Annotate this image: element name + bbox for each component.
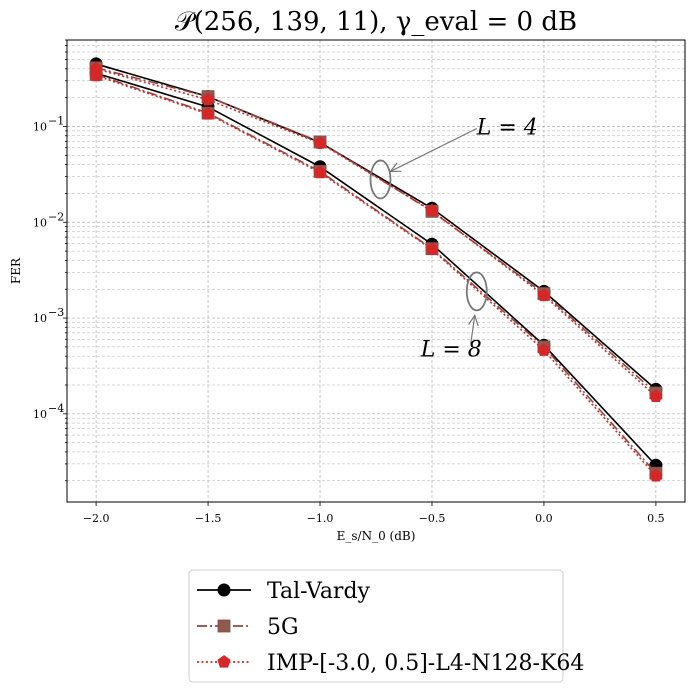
y-tick-label: 10 [33,312,47,325]
data-point [89,68,103,82]
series-line [95,73,657,474]
legend-label: 5G [267,615,299,640]
legend-item: 5G [197,615,299,640]
data-point [537,343,551,356]
series-3 [89,67,663,480]
annotations: L = 4 L = 8 [369,115,538,363]
data-point [649,468,663,482]
series-line [95,63,657,390]
legend-item: Tal-Vardy [197,579,371,604]
data-point [201,92,215,106]
series-line [95,72,657,466]
x-tick-label: 0.0 [535,512,553,525]
legend-marker [217,619,231,633]
annotation-arrowhead [389,162,402,173]
series-line [95,68,657,397]
legend-box [188,569,564,683]
data-point [425,203,439,217]
y-tick-exponent: −2 [48,210,64,223]
y-axis-label: FER [9,257,23,284]
y-tick-label: 10 [33,120,47,133]
x-tick-label: −2.0 [83,512,110,525]
annotation-label: L = 8 [420,338,482,363]
series-4 [89,61,663,402]
legend-marker [217,655,231,668]
plot-frame [66,39,686,503]
data-point [313,136,327,149]
annotation-arrow [390,127,478,172]
series-0 [89,57,663,396]
legend-label: IMP-[-3.0, 0.5]-L4-N128-K64 [267,651,584,676]
data-point [425,242,439,256]
y-tick-label: 10 [33,216,47,229]
legend-item: IMP-[-3.0, 0.5]-L4-N128-K64 [197,651,584,676]
series-line [95,67,657,394]
annotation-label: L = 4 [476,115,538,140]
x-tick-label: 0.5 [647,512,665,525]
x-tick-label: −1.5 [195,512,222,525]
grid [67,39,685,502]
legend: Tal-Vardy 5G IMP-[-3.0, 0.5]-L4-N128-K64 [188,569,584,683]
data-point [537,288,551,302]
x-tick-label: −0.5 [419,512,446,525]
annotation-arrowhead [468,313,479,326]
axis-ticks: −2.0 −1.5 −1.0 −0.5 0.0 0.510−410−310−210−1 [33,39,665,525]
annotation-arrow [470,315,476,344]
y-tick-label: 10 [33,408,47,421]
annotation-ellipse [369,159,392,200]
series-2 [89,61,663,400]
series-1 [89,66,663,472]
data-point [649,389,663,402]
x-tick-label: −1.0 [307,512,334,525]
y-tick-exponent: −4 [48,402,64,415]
data-point [201,107,215,120]
chart-title: 𝒫(256, 139, 11), γ_eval = 0 dB [175,7,577,37]
legend-label: Tal-Vardy [267,579,371,604]
annotation-1: L = 8 [420,271,488,363]
x-axis-label: E_s/N_0 (dB) [337,529,416,543]
series-lines [89,57,663,482]
series-line [95,74,657,477]
annotation-0: L = 4 [369,115,538,200]
annotation-ellipse [465,271,488,312]
y-tick-exponent: −1 [48,114,64,127]
y-tick-exponent: −3 [48,306,64,319]
legend-marker [217,583,231,597]
series-5 [89,68,663,482]
data-point [313,165,327,179]
